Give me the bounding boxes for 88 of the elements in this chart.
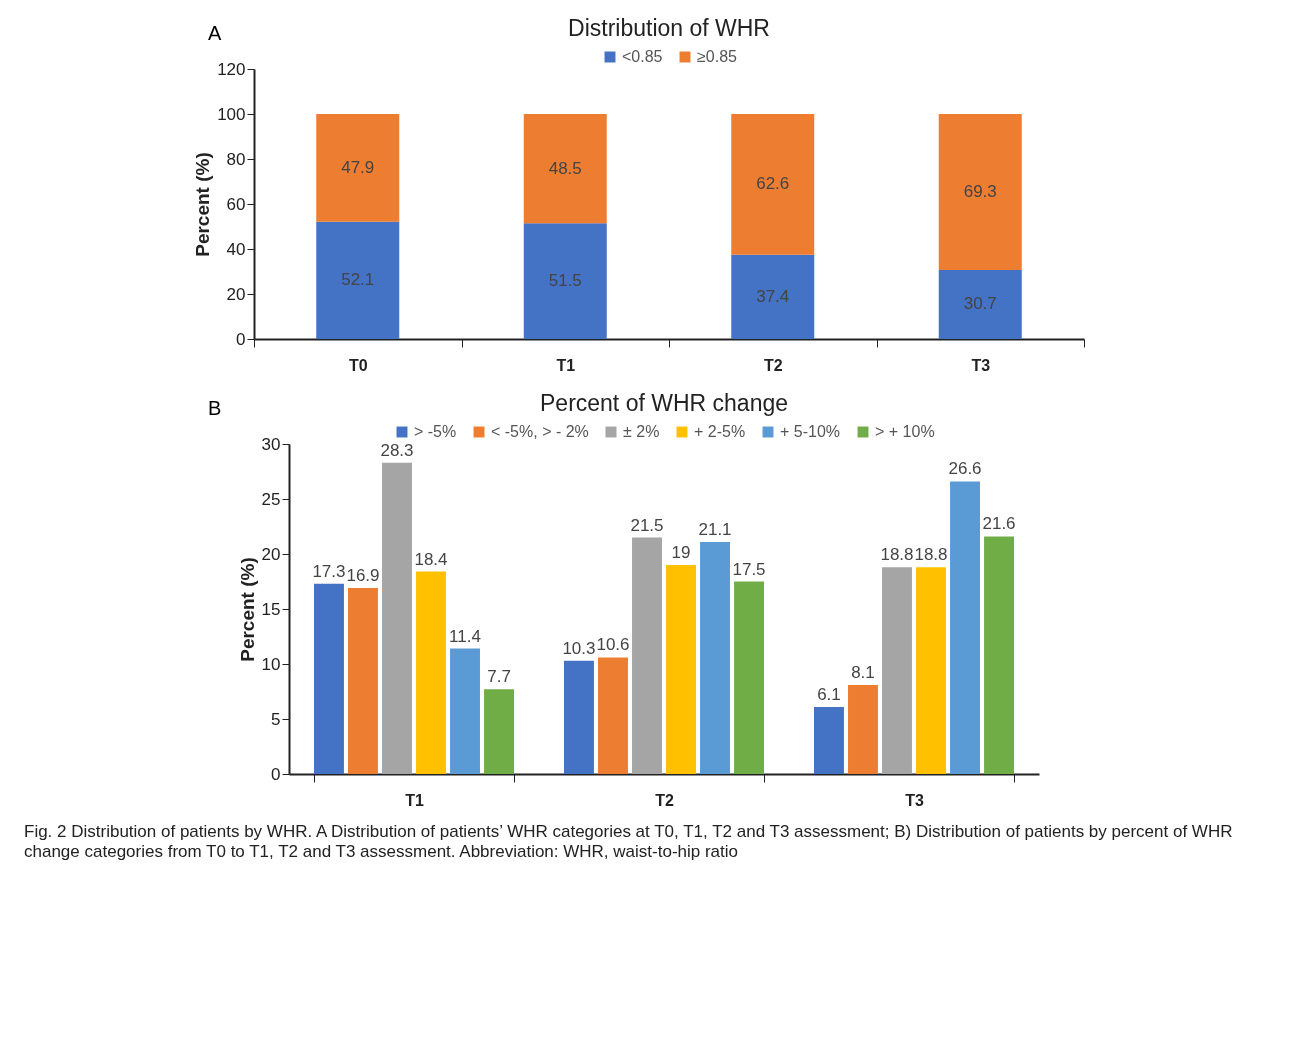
data-label: 21.5	[630, 515, 664, 535]
data-label: 10.3	[562, 638, 596, 658]
y-tick-label: 80	[226, 149, 246, 169]
data-label: 18.4	[414, 549, 448, 569]
y-tick-label: 10	[261, 654, 281, 674]
x-tick-label: T2	[763, 356, 783, 374]
caption: Fig. 2 Distribution of patients by WHR. A Distribution of patients’ WHR categories at T0, T1, T2 and T3 assessment; B) Distribution of patients by percent of WHR change categories from T0 to T1, T2 and T3 assessment. Abbreviation: WHR, waist-to-hip ratio	[24, 822, 1234, 862]
legend-label: > + 10%	[875, 423, 935, 440]
x-tick-label: T3	[905, 791, 924, 809]
text: A	[208, 22, 222, 45]
data-label: 17.5	[732, 559, 766, 579]
bar	[950, 481, 980, 774]
data-label: 62.6	[756, 174, 790, 194]
bar	[382, 462, 412, 774]
data-label: 18.8	[880, 545, 914, 565]
bar	[523, 223, 607, 339]
text: B	[208, 397, 222, 420]
x-tick-label: T3	[971, 356, 991, 374]
bar	[882, 567, 912, 774]
data-label: 37.4	[756, 286, 790, 306]
x-tick-label: T1	[405, 791, 424, 809]
bar	[814, 706, 844, 774]
data-label: 6.1	[817, 684, 841, 704]
data-label: 8.1	[851, 662, 875, 682]
bar	[984, 536, 1014, 774]
data-label: 19	[671, 543, 691, 562]
bar	[666, 565, 696, 774]
legend-label: + 5-10%	[780, 423, 841, 440]
bar	[484, 689, 514, 774]
data-label: 16.9	[346, 566, 380, 586]
bar	[938, 269, 1022, 339]
bar	[731, 114, 815, 255]
data-label: 21.1	[698, 519, 732, 539]
bar	[523, 114, 607, 224]
x-tick-label: T1	[556, 356, 576, 374]
data-label: 69.3	[963, 181, 997, 201]
legend-label: > -5%	[414, 423, 457, 440]
y-tick-label: 120	[217, 59, 246, 79]
y-tick-label: 40	[226, 239, 246, 259]
legend-label: <0.85	[622, 48, 663, 65]
y-tick-label: 25	[261, 489, 281, 509]
data-label: 51.5	[548, 271, 582, 291]
bar	[348, 588, 378, 774]
bar	[564, 660, 594, 774]
data-label: 10.6	[596, 635, 630, 655]
bar	[598, 657, 628, 774]
data-label: 30.7	[963, 294, 997, 314]
y-tick-label: 20	[261, 544, 281, 564]
legend-label: + 2-5%	[694, 423, 746, 440]
bar	[938, 114, 1022, 270]
legend-label: ± 2%	[623, 423, 660, 440]
x-tick-label: T2	[655, 791, 674, 809]
legend-label: ≥0.85	[697, 48, 738, 65]
x-tick-label: T0	[348, 356, 368, 374]
data-label: 11.4	[449, 626, 481, 646]
bar	[916, 567, 946, 774]
data-label: 26.6	[948, 459, 982, 479]
y-tick-label: 0	[271, 764, 281, 784]
y-tick-label: 15	[261, 599, 281, 619]
data-label: 52.1	[341, 270, 375, 290]
y-tick-label: 30	[261, 434, 281, 454]
data-label: 21.6	[982, 514, 1016, 534]
chart-title: Distribution of WHR	[568, 15, 770, 41]
bar	[632, 537, 662, 774]
y-tick-label: 20	[226, 284, 246, 304]
bar	[700, 541, 730, 774]
y-tick-label: 5	[271, 709, 281, 729]
y-axis-title: Percent (%)	[192, 152, 214, 257]
bar	[314, 583, 344, 774]
bar	[450, 648, 480, 774]
data-label: 18.8	[914, 545, 948, 565]
chart-title: Percent of WHR change	[539, 390, 789, 416]
data-label: 17.3	[312, 561, 346, 581]
bar	[731, 254, 815, 339]
y-tick-label: 100	[217, 104, 246, 124]
bar	[734, 581, 764, 774]
bar	[316, 114, 400, 222]
data-label: 7.7	[487, 667, 511, 687]
bar	[416, 571, 446, 774]
bar	[316, 221, 400, 339]
y-axis-title: Percent (%)	[236, 557, 258, 662]
bar	[848, 684, 878, 774]
data-label: 47.9	[341, 157, 375, 177]
data-label: 28.3	[380, 440, 414, 460]
y-tick-label: 60	[226, 194, 246, 214]
legend-label: < -5%, > - 2%	[491, 423, 589, 440]
y-tick-label: 0	[236, 329, 246, 349]
data-label: 48.5	[548, 158, 582, 178]
